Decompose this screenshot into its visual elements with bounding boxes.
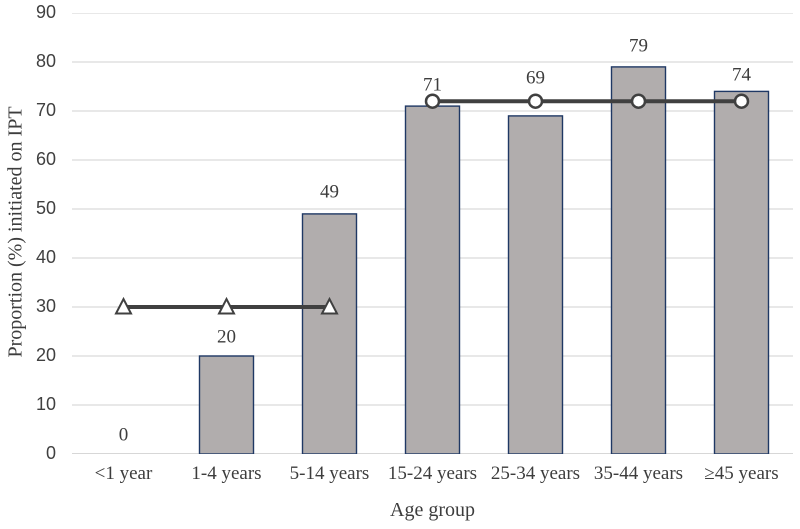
y-tick-60: 60 [35,149,56,170]
bar-1-4 years [198,355,255,454]
y-tick-10: 10 [35,394,56,415]
y-tick-30: 30 [35,296,56,317]
x-label-<1 year: <1 year [94,463,153,484]
circle-marker [424,93,441,109]
x-label-15-24 years: 15-24 years [387,463,478,484]
x-axis-title: Age group [390,499,475,521]
circle-marker [527,93,544,109]
x-label-35-44 years: 35-44 years [593,463,684,484]
data-label-35-44 years: 79 [629,36,648,57]
chart-canvas: 0 20 49 71 69 79 74 [72,13,793,454]
x-label-5-14 years: 5-14 years [289,463,370,484]
y-tick-0: 0 [45,443,56,464]
triangle-marker [114,296,133,315]
circle-marker [733,93,750,109]
bar-25-34 years [507,115,564,454]
bar-5-14 years [301,213,358,454]
y-tick-90: 90 [35,2,56,23]
bar-35-44 years [610,66,667,454]
y-tick-50: 50 [35,198,56,219]
bar-≥45 years [713,90,770,454]
data-label-<1 year: 0 [119,425,129,446]
x-axis: <1 year 1-4 years 5-14 years 15-24 years 25-… [72,463,793,491]
data-label-5-14 years: 49 [320,182,339,203]
circle-marker [630,93,647,109]
data-label-25-34 years: 69 [526,68,545,89]
data-label-15-24 years: 71 [423,75,442,96]
y-tick-80: 80 [35,51,56,72]
plot-area: 0 20 49 71 69 79 74 [72,13,793,454]
bar-15-24 years [404,105,461,454]
data-label-1-4 years: 20 [217,327,236,348]
triangle-marker [320,296,339,315]
x-label-≥45 years: ≥45 years [704,463,779,484]
data-label-≥45 years: 74 [732,65,752,86]
y-tick-70: 70 [35,100,56,121]
x-label-25-34 years: 25-34 years [490,463,581,484]
y-axis: 0 10 20 30 40 50 60 70 80 90 [0,0,56,529]
triangle-marker [217,296,236,315]
y-tick-40: 40 [35,247,56,268]
x-label-1-4 years: 1-4 years [191,463,262,484]
y-tick-20: 20 [35,345,56,366]
